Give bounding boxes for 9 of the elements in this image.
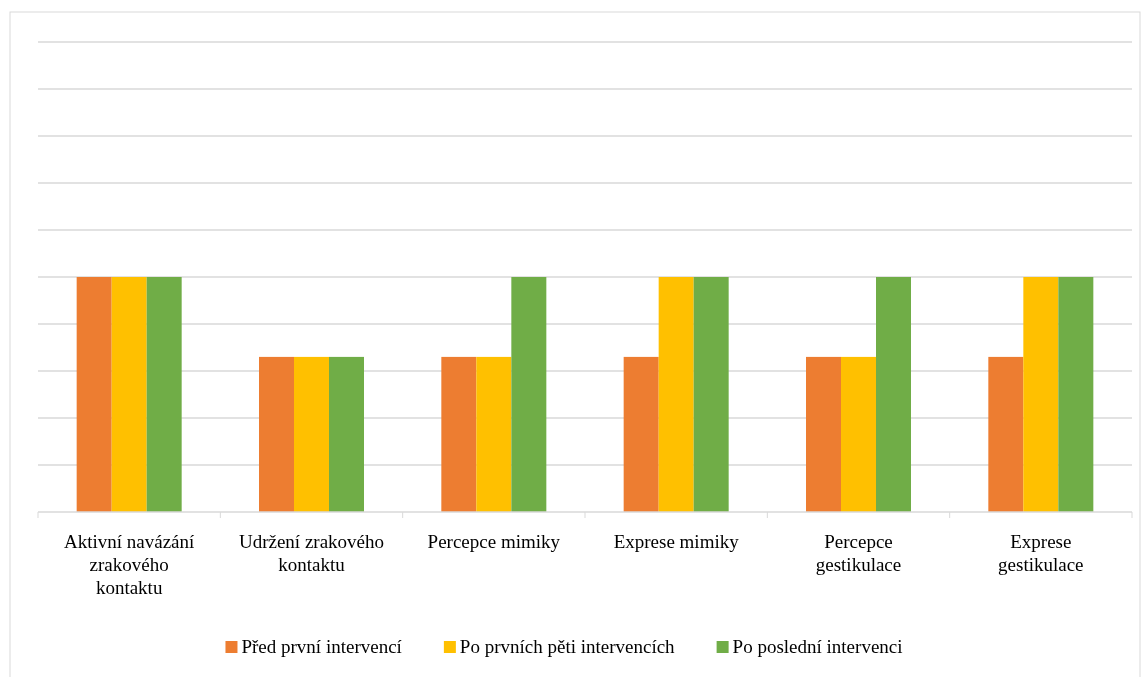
x-tick-label: Aktivní navázání zrakového kontaktu xyxy=(64,531,196,598)
legend-label: Po poslední intervenci xyxy=(732,636,903,657)
x-tick-label: Exprese gestikulace xyxy=(998,531,1084,575)
x-tick-label: Percepce gestikulace xyxy=(815,531,902,575)
legend-label: Po prvních pěti intervencích xyxy=(459,636,676,657)
x-tick-label: Udržení zrakového kontaktu xyxy=(238,531,385,575)
legend-label: Před první intervencí xyxy=(241,636,403,657)
x-tick-label: Percepce mimiky xyxy=(427,531,561,552)
x-tick-label: Exprese mimiky xyxy=(613,531,740,552)
